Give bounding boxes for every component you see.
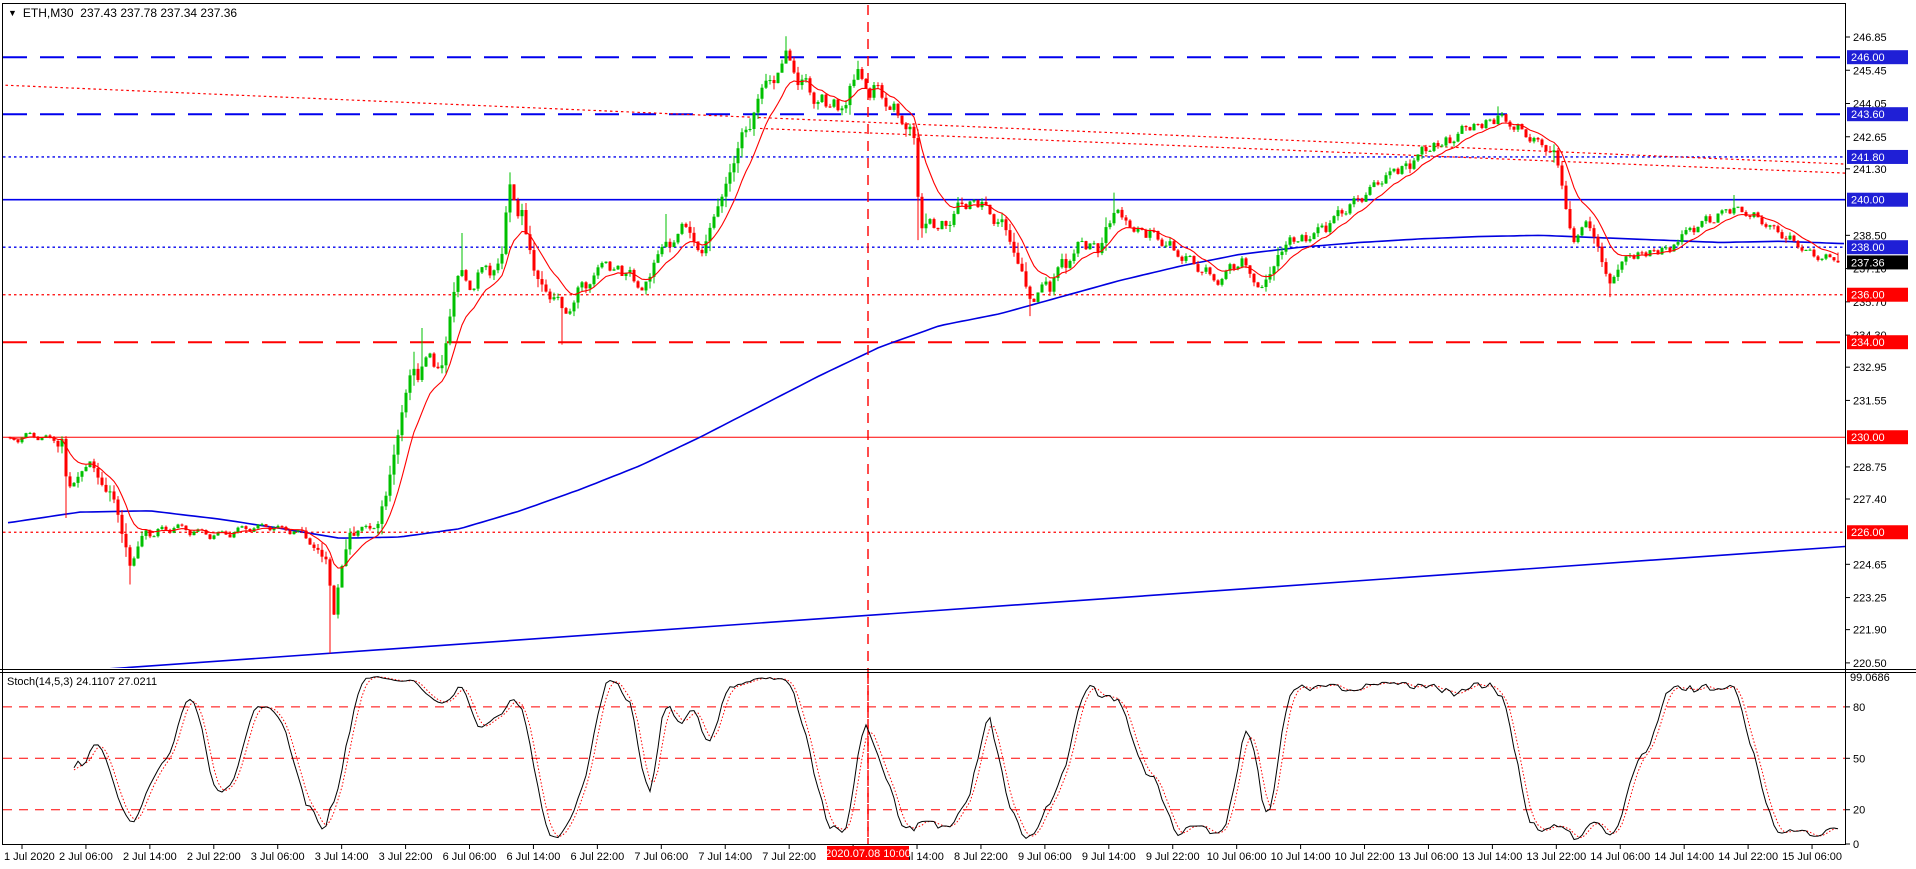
time-label: 7 Jul 06:00	[634, 851, 688, 863]
fast-ma-polyline	[9, 80, 1839, 569]
time-label: 1 Jul 2020	[4, 851, 55, 863]
time-label: 6 Jul 14:00	[507, 851, 561, 863]
svg-text:236.00: 236.00	[1851, 290, 1885, 302]
price-tag-238.00	[1847, 240, 1908, 255]
time-label: 10 Jul 06:00	[1207, 851, 1267, 863]
symbol-title: ETH,M30	[22, 6, 74, 20]
stoch-indicator-label: Stoch(14,5,3) 24.1107 27.0211	[7, 676, 158, 688]
time-label: 14 Jul 14:00	[1654, 851, 1714, 863]
time-label: 6 Jul 06:00	[443, 851, 497, 863]
time-label: 14 Jul 06:00	[1590, 851, 1650, 863]
svg-text:240.00: 240.00	[1851, 195, 1885, 207]
svg-text:226.00: 226.00	[1851, 527, 1885, 539]
price-tick-label: 228.75	[1853, 462, 1887, 474]
price-tick-label: 223.25	[1853, 593, 1887, 605]
time-label: 10 Jul 22:00	[1335, 851, 1395, 863]
price-tick-label: 242.65	[1853, 132, 1887, 144]
price-tick-label: 227.40	[1853, 494, 1887, 506]
stoch-signal-polyline	[73, 676, 1839, 839]
svg-text:238.00: 238.00	[1851, 242, 1885, 254]
stoch-main-polyline	[73, 676, 1839, 841]
price-tag-234.00	[1847, 335, 1908, 350]
time-label: 10 Jul 14:00	[1271, 851, 1331, 863]
price-tag-237.36	[1847, 255, 1908, 270]
time-label: 9 Jul 14:00	[1082, 851, 1136, 863]
price-axis[interactable]: 246.85245.45244.05242.65241.30238.50237.…	[1845, 32, 1908, 851]
stoch-tick-label: 80	[1853, 702, 1865, 714]
price-tick-label: 221.90	[1853, 625, 1887, 637]
time-label: 3 Jul 22:00	[379, 851, 433, 863]
time-label: 2 Jul 06:00	[59, 851, 113, 863]
time-label: 9 Jul 06:00	[1018, 851, 1072, 863]
ohlc-readout: 237.43 237.78 237.34 237.36	[80, 6, 238, 20]
time-label: 15 Jul 06:00	[1782, 851, 1842, 863]
svg-text:2020.07.08 10:00: 2020.07.08 10:00	[825, 848, 911, 860]
time-label: 2 Jul 14:00	[123, 851, 177, 863]
price-tick-label: 245.45	[1853, 65, 1887, 77]
price-tick-label: 246.85	[1853, 32, 1887, 44]
stoch-tick-label: 0	[1853, 839, 1859, 851]
candlesticks[interactable]	[8, 36, 1840, 654]
time-label: 6 Jul 22:00	[570, 851, 624, 863]
price-tick-label: 232.95	[1853, 362, 1887, 374]
time-label: 3 Jul 14:00	[315, 851, 369, 863]
horizontal-levels	[3, 56, 1845, 533]
time-label: 13 Jul 06:00	[1398, 851, 1458, 863]
fast-ma-line	[9, 80, 1839, 569]
svg-text:234.00: 234.00	[1851, 337, 1885, 349]
stoch-tick-label: 20	[1853, 805, 1865, 817]
time-label: 8 Jul 22:00	[954, 851, 1008, 863]
price-tag-226.00	[1847, 525, 1908, 540]
svg-text:246.00: 246.00	[1851, 52, 1885, 64]
trendline-2	[109, 545, 1845, 668]
stochastic-panel	[3, 674, 1845, 844]
price-tick-label: 238.50	[1853, 230, 1887, 242]
time-axis[interactable]: 1 Jul 2020 2 Jul 06:00 2 Jul 14:00 2 Jul 22…	[4, 845, 1842, 863]
time-label: 2 Jul 22:00	[187, 851, 241, 863]
price-tick-label: 231.55	[1853, 395, 1887, 407]
time-label: 14 Jul 22:00	[1718, 851, 1778, 863]
price-tick-label: 241.30	[1853, 164, 1887, 176]
price-tag-236.00	[1847, 287, 1908, 302]
svg-text:241.80: 241.80	[1851, 152, 1885, 164]
time-label: 9 Jul 22:00	[1146, 851, 1200, 863]
time-label: 13 Jul 22:00	[1526, 851, 1586, 863]
price-tag-240.00	[1847, 192, 1908, 207]
stoch-values: 24.1107 27.0211	[76, 676, 158, 688]
symbol-dropdown-icon: ▼	[8, 8, 17, 18]
stoch-max-label: 99.0686	[1850, 672, 1890, 684]
time-tag	[827, 846, 909, 860]
time-label: 7 Jul 14:00	[698, 851, 752, 863]
time-label: 3 Jul 06:00	[251, 851, 305, 863]
price-tag-230.00	[1847, 430, 1908, 445]
time-label: 7 Jul 22:00	[762, 851, 816, 863]
price-tag-243.60	[1847, 107, 1908, 122]
svg-text:230.00: 230.00	[1851, 432, 1885, 444]
svg-text:237.36: 237.36	[1851, 257, 1885, 269]
slow-ma-polyline	[7, 234, 1845, 539]
price-tick-label: 220.50	[1853, 658, 1887, 670]
panel-borders	[0, 3, 1916, 845]
trendlines	[3, 84, 1845, 668]
price-tag-241.80	[1847, 149, 1908, 164]
time-label: 13 Jul 14:00	[1462, 851, 1522, 863]
slow-ma-line	[7, 234, 1845, 539]
price-tag-246.00	[1847, 50, 1908, 65]
stoch-tick-label: 50	[1853, 753, 1865, 765]
chart-header: ▼ ETH,M30 237.43 237.78 237.34 237.36	[8, 6, 237, 20]
price-tick-label: 224.65	[1853, 559, 1887, 571]
svg-text:243.60: 243.60	[1851, 109, 1885, 121]
